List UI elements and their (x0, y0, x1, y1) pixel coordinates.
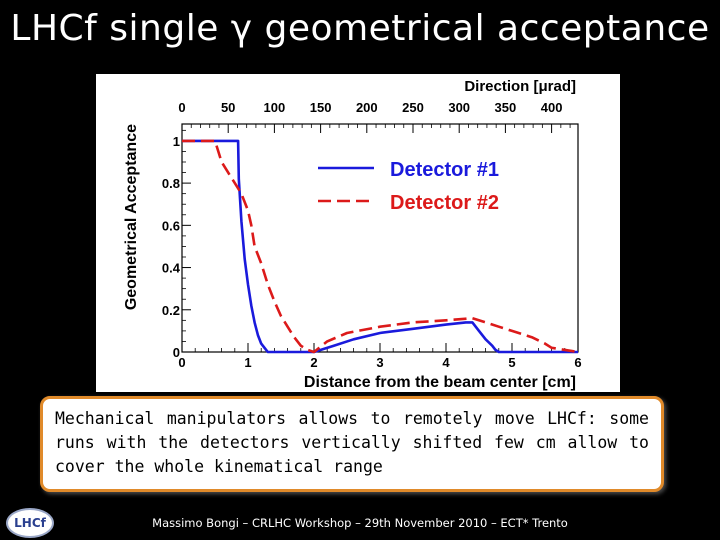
legend-label-2: Detector #2 (390, 192, 499, 214)
x2-tick-label: 50 (221, 100, 235, 115)
y-tick-label: 0.8 (162, 176, 180, 191)
y-tick-label: 1 (173, 134, 180, 149)
y-tick-label: 0.2 (162, 303, 180, 318)
legend-label-1: Detector #1 (390, 159, 499, 181)
y-tick-label: 0.4 (162, 261, 181, 276)
x-axis-title: Distance from the beam center [cm] (304, 374, 576, 391)
y-tick-label: 0 (173, 345, 180, 360)
x-tick-label: 4 (442, 355, 450, 370)
series-line-1 (182, 139, 578, 354)
logo-text: LHCf (14, 516, 46, 530)
y-tick-label: 0.6 (162, 218, 180, 233)
caption-box: Mechanical manipulators allows to remote… (40, 396, 664, 492)
caption-text: Mechanical manipulators allows to remote… (55, 409, 649, 476)
acceptance-chart: 0 1 2 3 4 5 6 0 0.2 0.4 0.6 0.8 1 0 50 100 150 200 250 300 3… (96, 74, 620, 392)
x-tick-label: 5 (508, 355, 515, 370)
x2-tick-label: 300 (448, 100, 470, 115)
x2-tick-label: 100 (264, 100, 286, 115)
x2-tick-label: 350 (495, 100, 517, 115)
slide-title: LHCf single γ geometrical acceptance (10, 8, 710, 49)
plot-frame (181, 123, 579, 353)
x2-tick-label: 250 (402, 100, 424, 115)
x-tick-label: 1 (244, 355, 251, 370)
x2-tick-label: 0 (178, 100, 185, 115)
x2-tick-label: 400 (541, 100, 563, 115)
x-tick-label: 2 (310, 355, 317, 370)
y-axis-title: Geometrical Acceptance (123, 124, 140, 310)
acceptance-chart-svg: 0 1 2 3 4 5 6 0 0.2 0.4 0.6 0.8 1 0 50 100 150 200 250 300 3… (123, 78, 582, 391)
x2-tick-label: 200 (356, 100, 378, 115)
series-line-2 (182, 139, 579, 354)
x-tick-label: 0 (178, 355, 185, 370)
lhcf-logo: LHCf (6, 508, 54, 538)
x-tick-label: 3 (376, 355, 383, 370)
x-tick-label: 6 (574, 355, 581, 370)
x2-tick-label: 150 (310, 100, 332, 115)
x2-axis-title: Direction [μrad] (464, 78, 576, 95)
footer-text: Massimo Bongi – CRLHC Workshop – 29th No… (152, 516, 568, 530)
